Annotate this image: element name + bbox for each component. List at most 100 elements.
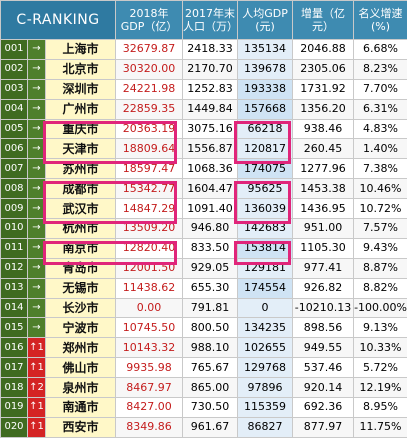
table-row: 020 ↑1 西安市 8349.86 961.67 86827 877.97 11.75%	[0, 416, 407, 438]
population-value: 1556.87	[182, 138, 239, 160]
population-value: 1449.84	[182, 98, 239, 120]
growth-rate-value: 8.95%	[353, 397, 407, 418]
table-row: 017 ↑1 佛山市 9935.98 765.67 129768 537.46 5.72%	[0, 357, 407, 379]
per-capita-gdp-value: 139678	[237, 58, 294, 80]
header-gdp: 2018年 GDP（亿）	[115, 0, 184, 40]
gdp-value: 8467.97	[115, 377, 184, 399]
rank-cell: 014	[0, 297, 28, 319]
table-row: 005 → 重庆市 20363.19 3075.16 66218 938.46 4.83%	[0, 118, 407, 140]
per-capita-gdp-value: 0	[237, 297, 294, 319]
gdp-value: 18809.64	[115, 138, 184, 160]
increment-value: 260.45	[292, 138, 355, 160]
per-capita-gdp-value: 120817	[237, 138, 294, 160]
increment-value: 2046.88	[292, 39, 355, 60]
growth-rate-value: 7.70%	[353, 78, 407, 100]
increment-value: 2305.06	[292, 58, 355, 80]
increment-value: 877.97	[292, 416, 355, 438]
header-per-capita: 人均GDP (元)	[237, 0, 294, 40]
per-capita-gdp-value: 142683	[237, 218, 294, 239]
per-capita-gdp-value: 97896	[237, 377, 294, 399]
growth-rate-value: 5.72%	[353, 357, 407, 379]
gdp-value: 8349.86	[115, 416, 184, 438]
population-value: 833.50	[182, 237, 239, 259]
per-capita-gdp-value: 129768	[237, 357, 294, 379]
trend-cell: ↑1	[27, 357, 46, 379]
per-capita-gdp-value: 153814	[237, 237, 294, 259]
city-name: 南京市	[44, 237, 117, 259]
growth-rate-value: 4.83%	[353, 118, 407, 140]
increment-value: 692.36	[292, 397, 355, 418]
population-value: 2170.70	[182, 58, 239, 80]
city-name: 西安市	[44, 416, 117, 438]
city-name: 苏州市	[44, 158, 117, 180]
per-capita-gdp-value: 157668	[237, 98, 294, 120]
rank-cell: 013	[0, 277, 28, 299]
table-row: 014 → 长沙市 0.00 791.81 0 -10210.13 -100.00%	[0, 297, 407, 319]
gdp-value: 11438.62	[115, 277, 184, 299]
rank-cell: 016	[0, 337, 28, 359]
rank-cell: 017	[0, 357, 28, 379]
header-row: C-RANKING 2018年 GDP（亿） 2017年末 人口（万） 人均GD…	[0, 0, 407, 40]
increment-value: 1356.20	[292, 98, 355, 120]
city-name: 广州市	[44, 98, 117, 120]
trend-cell: →	[27, 98, 46, 120]
population-value: 865.00	[182, 377, 239, 399]
growth-rate-value: 7.57%	[353, 218, 407, 239]
per-capita-gdp-value: 174554	[237, 277, 294, 299]
city-name: 宁波市	[44, 317, 117, 339]
city-name: 重庆市	[44, 118, 117, 140]
growth-rate-value: 6.31%	[353, 98, 407, 120]
increment-value: 938.46	[292, 118, 355, 140]
table-row: 011 → 南京市 12820.40 833.50 153814 1105.30 9.43%	[0, 237, 407, 259]
city-name: 长沙市	[44, 297, 117, 319]
header-increment: 增量（亿 元）	[292, 0, 355, 40]
growth-rate-value: 10.46%	[353, 178, 407, 200]
trend-cell: →	[27, 39, 46, 60]
increment-value: 1436.95	[292, 198, 355, 220]
trend-cell: ↑1	[27, 416, 46, 438]
rank-cell: 003	[0, 78, 28, 100]
gdp-value: 12001.50	[115, 257, 184, 279]
growth-rate-value: 11.75%	[353, 416, 407, 438]
city-name: 无锡市	[44, 277, 117, 299]
rank-cell: 001	[0, 39, 28, 60]
rank-cell: 020	[0, 416, 28, 438]
population-value: 961.67	[182, 416, 239, 438]
population-value: 2418.33	[182, 39, 239, 60]
trend-cell: →	[27, 58, 46, 80]
rank-cell: 015	[0, 317, 28, 339]
population-value: 988.10	[182, 337, 239, 359]
rank-cell: 006	[0, 138, 28, 160]
population-value: 3075.16	[182, 118, 239, 140]
table-row: 016 ↑1 郑州市 10143.32 988.10 102655 949.55 10.33%	[0, 337, 407, 359]
growth-rate-value: 9.13%	[353, 317, 407, 339]
table-row: 015 → 宁波市 10745.50 800.50 134235 898.56 9.13%	[0, 317, 407, 339]
increment-value: 1277.96	[292, 158, 355, 180]
gdp-value: 8427.00	[115, 397, 184, 418]
per-capita-gdp-value: 129181	[237, 257, 294, 279]
trend-cell: →	[27, 158, 46, 180]
rank-cell: 019	[0, 397, 28, 418]
rank-cell: 007	[0, 158, 28, 180]
table-row: 012 → 青岛市 12001.50 929.05 129181 977.41 8.87%	[0, 257, 407, 279]
header-population: 2017年末 人口（万）	[182, 0, 239, 40]
increment-value: 926.82	[292, 277, 355, 299]
gdp-value: 12820.40	[115, 237, 184, 259]
population-value: 1252.83	[182, 78, 239, 100]
increment-value: 977.41	[292, 257, 355, 279]
population-value: 1604.47	[182, 178, 239, 200]
rank-cell: 012	[0, 257, 28, 279]
brand-title: C-RANKING	[0, 0, 117, 40]
increment-value: 920.14	[292, 377, 355, 399]
gdp-value: 30320.00	[115, 58, 184, 80]
per-capita-gdp-value: 135134	[237, 39, 294, 60]
city-name: 南通市	[44, 397, 117, 418]
gdp-value: 15342.77	[115, 178, 184, 200]
trend-cell: →	[27, 317, 46, 339]
increment-value: 1731.92	[292, 78, 355, 100]
trend-cell: →	[27, 138, 46, 160]
per-capita-gdp-value: 66218	[237, 118, 294, 140]
rank-cell: 018	[0, 377, 28, 399]
gdp-value: 14847.29	[115, 198, 184, 220]
gdp-value: 20363.19	[115, 118, 184, 140]
